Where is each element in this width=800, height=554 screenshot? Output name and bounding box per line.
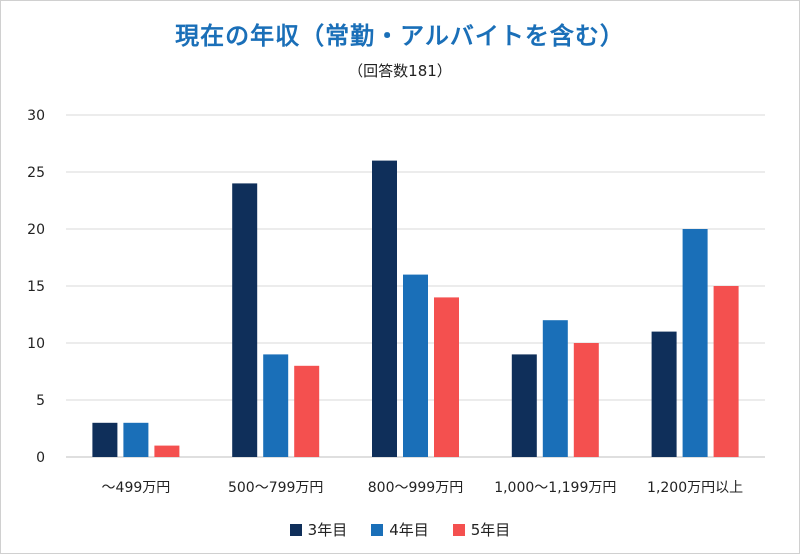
bar-series-2: [263, 354, 289, 457]
bar-series-2: [123, 422, 149, 457]
x-tick-label: 500～799万円: [228, 480, 323, 496]
y-tick-label: 10: [27, 336, 45, 352]
legend-swatch-series-2: [371, 523, 384, 536]
legend-item-series-1: 3年目: [289, 519, 348, 540]
x-tick-label: 1,200万円以上: [647, 480, 743, 496]
bar-series-1: [511, 354, 537, 457]
x-tick-label: 1,000～1,199万円: [494, 480, 616, 496]
legend-item-series-3: 5年目: [452, 519, 511, 540]
x-tick-label: 800～999万円: [368, 480, 463, 496]
x-tick-label: ～499万円: [102, 480, 171, 496]
bar-series-3: [154, 445, 180, 457]
legend-item-series-2: 4年目: [371, 519, 429, 540]
bar-series-1: [92, 422, 118, 457]
legend-label-series-1: 3年目: [307, 521, 348, 539]
y-tick-label: 30: [27, 108, 45, 124]
bar-series-3: [713, 286, 739, 457]
bar-series-3: [573, 343, 599, 457]
bar-series-1: [651, 331, 677, 457]
y-tick-label: 0: [36, 450, 45, 466]
bar-series-3: [294, 365, 320, 457]
bar-series-2: [542, 320, 568, 457]
legend-swatch-series-1: [289, 523, 302, 536]
bar-series-2: [682, 229, 708, 457]
y-tick-label: 20: [27, 222, 45, 238]
chart-legend: 3年目 4年目 5年目: [0, 519, 800, 540]
bar-series-3: [434, 297, 459, 457]
chart-subtitle: （回答数181）: [348, 62, 452, 80]
bar-series-1: [372, 160, 397, 457]
chart-title: 現在の年収（常勤・アルバイトを含む）: [175, 22, 625, 50]
legend-label-series-2: 4年目: [389, 521, 429, 539]
legend-swatch-series-3: [452, 523, 465, 536]
bar-series-2: [403, 274, 428, 457]
legend-label-series-3: 5年目: [470, 521, 511, 539]
y-tick-label: 5: [36, 393, 45, 409]
y-tick-label: 25: [27, 165, 45, 181]
bar-series-1: [232, 183, 258, 457]
y-tick-label: 15: [27, 279, 45, 295]
